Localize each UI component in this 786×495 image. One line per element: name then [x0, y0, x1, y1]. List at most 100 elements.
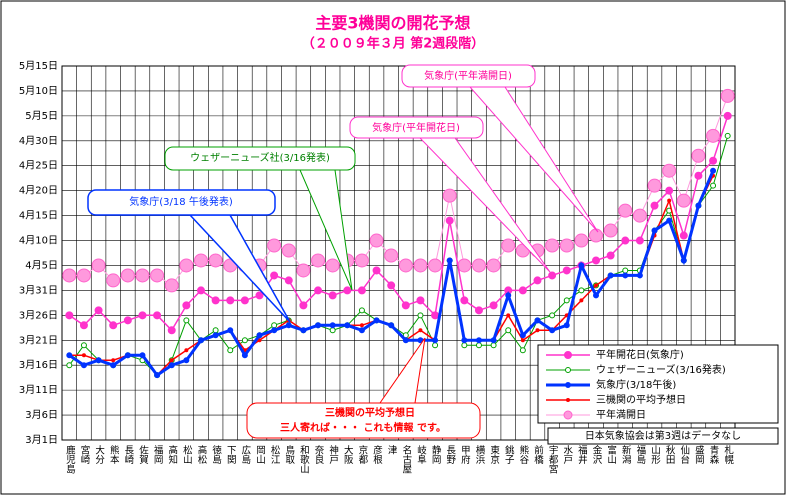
data-point — [402, 337, 409, 344]
data-point — [710, 167, 717, 174]
data-point — [285, 322, 292, 329]
data-point — [153, 311, 162, 320]
data-point — [519, 347, 526, 354]
data-point — [91, 258, 106, 273]
data-point — [164, 278, 179, 293]
data-point — [592, 256, 601, 265]
x-tick-label: 和歌山 — [298, 445, 310, 474]
data-point — [79, 321, 88, 330]
data-point — [594, 283, 599, 288]
data-point — [154, 372, 161, 379]
data-point — [255, 291, 264, 300]
data-point — [428, 258, 443, 273]
x-tick-label: 岐阜 — [415, 444, 427, 465]
data-point — [578, 262, 585, 269]
data-point — [578, 287, 585, 294]
data-point — [357, 286, 366, 295]
data-point — [694, 171, 703, 180]
x-tick-label: 大阪 — [342, 444, 354, 465]
series-line — [68, 115, 729, 332]
legend-marker — [565, 382, 571, 388]
x-tick-label: 横浜 — [473, 444, 485, 465]
x-tick-label: 福岡 — [152, 444, 164, 465]
data-point — [106, 273, 121, 288]
data-point — [138, 311, 147, 320]
data-point — [358, 327, 365, 334]
data-point — [505, 292, 512, 299]
note: 日本気象協会は第3週はデータなし — [585, 429, 741, 442]
data-point — [486, 258, 501, 273]
data-point — [676, 193, 691, 208]
y-tick-label: 3月11日 — [19, 384, 58, 396]
y-tick-label: 3月16日 — [19, 359, 58, 371]
data-point — [62, 268, 77, 283]
data-point — [413, 258, 428, 273]
y-tick-label: 4月15日 — [19, 210, 58, 222]
data-point — [501, 238, 516, 253]
y-tick-label: 3月31日 — [19, 284, 58, 296]
callout — [87, 189, 276, 216]
data-point — [372, 266, 381, 275]
data-point — [442, 188, 457, 203]
data-point — [563, 297, 570, 304]
x-tick-label: 前橋 — [532, 444, 544, 465]
data-point — [328, 291, 337, 300]
data-point — [720, 88, 735, 103]
data-point — [490, 337, 497, 344]
data-point — [184, 348, 189, 353]
data-point — [81, 353, 86, 358]
data-point — [662, 163, 677, 178]
x-tick-label: 新潟 — [620, 444, 632, 465]
data-point — [461, 337, 468, 344]
y-tick-label: 3月21日 — [19, 334, 58, 346]
legend-marker — [563, 410, 573, 420]
x-tick-label: 長野 — [444, 445, 456, 464]
callout — [401, 64, 536, 88]
data-point — [139, 352, 146, 359]
legend-marker — [566, 398, 570, 402]
annotation: 気象庁(平年満開日) — [424, 69, 512, 82]
data-point — [110, 362, 117, 369]
data-point — [710, 182, 717, 189]
data-point — [109, 321, 118, 330]
x-tick-label: 鹿児島 — [64, 444, 76, 474]
data-point — [545, 238, 560, 253]
data-point — [518, 286, 527, 295]
data-point — [460, 296, 469, 305]
data-point — [296, 263, 311, 278]
x-tick-label: 大分 — [93, 444, 105, 465]
chart-subtitle: （２００９年３月 第2週段階） — [302, 36, 485, 52]
data-point — [534, 317, 541, 324]
data-point — [384, 248, 399, 263]
data-point — [635, 236, 644, 245]
data-point — [135, 268, 150, 283]
data-point — [124, 352, 131, 359]
x-tick-label: 宇都宮 — [547, 444, 559, 474]
y-tick-label: 5月5日 — [25, 110, 58, 122]
data-point — [197, 337, 204, 344]
y-tick-label: 5月15日 — [19, 60, 58, 72]
data-point — [212, 327, 219, 334]
y-tick-label: 4月30日 — [19, 135, 58, 147]
annotations: 気象庁(平年満開日) 気象庁(平年開花日) ウェザーニューズ社(3/16発表) … — [87, 64, 779, 445]
data-point — [373, 317, 380, 324]
data-point — [680, 257, 687, 264]
data-point — [549, 312, 556, 319]
data-point — [559, 238, 574, 253]
data-point — [418, 328, 423, 333]
series-line — [68, 135, 729, 376]
data-point — [666, 217, 673, 224]
x-tick-label: 徳島 — [210, 444, 222, 465]
data-point — [66, 362, 73, 369]
x-tick-label: 銚子 — [503, 444, 515, 464]
legend-label: 気象庁(3/18午後) — [596, 378, 676, 391]
data-point — [227, 327, 234, 334]
data-point — [354, 253, 369, 268]
data-point — [457, 258, 472, 273]
data-point — [66, 352, 73, 359]
data-point — [562, 266, 571, 275]
data-point — [94, 306, 103, 315]
data-point — [281, 243, 296, 258]
data-point — [369, 233, 384, 248]
y-tick-label: 3月6日 — [25, 409, 58, 421]
